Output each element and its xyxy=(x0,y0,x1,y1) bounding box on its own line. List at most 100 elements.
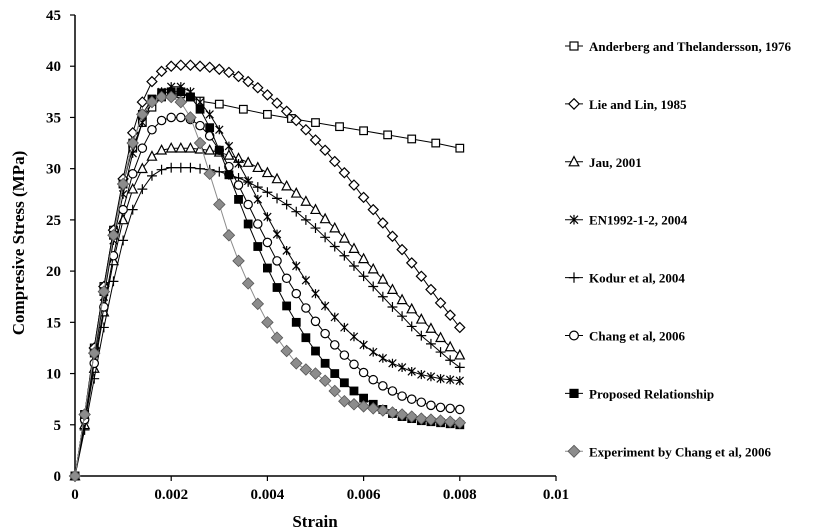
axes: 0 5 10 15 20 25 30 35 40 45 0 0.002 0.004 0.006 0.008 0… xyxy=(46,8,569,503)
data-point xyxy=(377,291,388,302)
data-point xyxy=(397,391,407,401)
legend-label: Experiment by Chang et al, 2006 xyxy=(589,444,772,459)
data-point xyxy=(328,384,342,398)
data-point xyxy=(164,90,178,104)
data-point xyxy=(405,410,418,423)
data-point xyxy=(319,144,331,157)
data-point xyxy=(407,134,417,144)
data-point xyxy=(147,124,157,135)
data-point xyxy=(301,333,311,343)
data-point xyxy=(203,167,216,181)
data-point xyxy=(145,95,159,109)
legend-item: Chang et al, 2006 xyxy=(565,329,686,344)
data-point xyxy=(263,263,272,273)
data-point xyxy=(243,219,253,229)
data-point xyxy=(252,161,264,173)
data-point xyxy=(242,75,254,88)
data-point xyxy=(127,169,138,179)
data-point xyxy=(252,182,263,193)
y-tick-label: 20 xyxy=(46,264,61,280)
data-point xyxy=(165,60,177,73)
data-point xyxy=(272,193,282,204)
data-point xyxy=(300,214,311,225)
data-point xyxy=(435,402,446,413)
data-point xyxy=(358,367,369,378)
data-point xyxy=(270,331,284,344)
data-point xyxy=(377,217,389,229)
data-point xyxy=(415,313,427,324)
data-point xyxy=(300,195,312,206)
data-point xyxy=(253,242,263,251)
data-point xyxy=(348,179,360,191)
data-point xyxy=(224,141,234,151)
data-point xyxy=(137,184,148,195)
data-point xyxy=(319,212,331,224)
data-point xyxy=(310,316,321,327)
data-point xyxy=(406,321,417,332)
data-point xyxy=(195,120,205,131)
data-point xyxy=(214,166,225,177)
data-point xyxy=(289,357,303,370)
data-point xyxy=(214,145,224,155)
data-point xyxy=(176,87,186,97)
data-point xyxy=(359,126,368,136)
data-point xyxy=(195,163,205,174)
legend-item: Jau, 2001 xyxy=(565,155,642,170)
legend-item: Experiment by Chang et al, 2006 xyxy=(565,444,772,459)
data-point xyxy=(203,61,216,74)
data-point xyxy=(272,256,282,266)
y-tick-label: 35 xyxy=(46,110,61,126)
series-7 xyxy=(70,87,465,481)
data-point xyxy=(349,359,359,370)
data-point xyxy=(205,123,215,133)
data-point xyxy=(349,332,359,342)
data-point xyxy=(156,115,167,126)
legend-item: Anderberg and Thelandersson, 1976 xyxy=(565,39,792,54)
data-point xyxy=(156,164,167,175)
data-point xyxy=(155,65,168,78)
data-point xyxy=(454,362,465,373)
data-point xyxy=(300,123,312,136)
data-point xyxy=(358,271,369,282)
legend-label: Jau, 2001 xyxy=(589,155,642,170)
data-point xyxy=(97,285,111,298)
data-point xyxy=(263,109,272,119)
data-point xyxy=(395,408,409,421)
data-point xyxy=(108,250,119,261)
data-point xyxy=(383,130,393,140)
data-point xyxy=(329,340,340,350)
data-point xyxy=(224,170,234,180)
data-point xyxy=(406,394,417,404)
legend-item: Kodur et al, 2004 xyxy=(565,271,685,286)
x-tick-label: 0 xyxy=(71,487,79,503)
data-point xyxy=(339,250,350,261)
data-point xyxy=(166,162,177,173)
data-point xyxy=(251,297,265,311)
data-point xyxy=(136,96,149,108)
legend-marker xyxy=(569,388,579,398)
data-point xyxy=(329,241,340,252)
data-point xyxy=(396,243,408,256)
data-point xyxy=(185,162,196,173)
data-point xyxy=(301,303,311,313)
legend-item: EN1992-1-2, 2004 xyxy=(565,213,688,228)
legend-marker xyxy=(567,97,581,110)
x-tick-label: 0.004 xyxy=(251,487,285,503)
data-point xyxy=(253,219,263,229)
data-point xyxy=(147,170,157,181)
data-point xyxy=(272,283,282,292)
data-point xyxy=(214,99,224,109)
data-point xyxy=(232,70,245,83)
data-point xyxy=(175,141,187,153)
data-point xyxy=(386,230,399,243)
series-8 xyxy=(68,90,467,483)
data-point xyxy=(338,394,351,408)
data-point xyxy=(405,257,418,269)
data-point xyxy=(89,373,100,384)
data-point xyxy=(107,228,120,242)
data-point xyxy=(251,81,264,94)
data-point xyxy=(339,378,349,388)
data-point xyxy=(234,195,243,204)
y-tick-label: 40 xyxy=(46,59,61,75)
data-point xyxy=(406,302,418,314)
